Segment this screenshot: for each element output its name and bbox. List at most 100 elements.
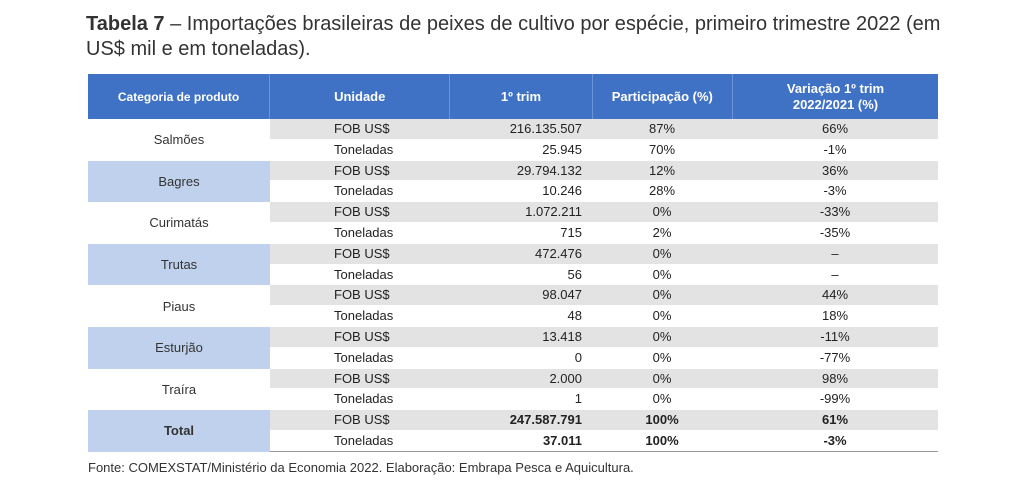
value-cell: 29.794.132: [516, 162, 582, 178]
value-cell: 216.135.507: [509, 121, 582, 136]
change-cell: 36%: [821, 162, 849, 178]
category-cell: Esturjão: [88, 326, 270, 369]
unit-cell: FOB US$: [334, 162, 390, 178]
header-participacao: Participação (%): [593, 74, 733, 119]
table-row: FOB US$ 2.000 0% 98%: [270, 368, 938, 390]
category-cell: Traíra: [161, 381, 197, 397]
value-cell: 25.945: [542, 141, 582, 157]
unit-cell: Toneladas: [334, 183, 394, 199]
share-cell: 0%: [652, 287, 672, 303]
change-cell: 18%: [821, 308, 849, 324]
unit-cell: FOB US$: [334, 370, 390, 386]
table-row: FOB US$ 29.794.132 12% 36%: [270, 160, 938, 182]
header-unidade: Unidade: [270, 74, 451, 119]
unit-cell: FOB US$: [334, 245, 390, 261]
table-row: Toneladas 37.011 100% -3%: [270, 431, 938, 452]
table-row: FOB US$ 247.587.791 100% 61%: [270, 410, 938, 431]
value-cell: 98.047: [542, 287, 582, 303]
unit-cell: Toneladas: [334, 224, 394, 240]
change-cell: 44%: [821, 287, 849, 303]
share-cell: 0%: [652, 370, 672, 386]
group-rows: FOB US$ 472.476 0% – Toneladas 56 0% –: [270, 243, 938, 286]
imports-table: Categoria de produto Unidade 1º trim Par…: [88, 74, 938, 452]
value-cell: 472.476: [535, 245, 582, 261]
change-cell: -3%: [823, 432, 847, 448]
share-cell: 0%: [652, 245, 672, 261]
share-cell: 2%: [652, 224, 672, 240]
group-rows: FOB US$ 1.072.211 0% -33% Toneladas 715 2% -35%: [270, 202, 938, 244]
table-row: FOB US$ 472.476 0% –: [270, 243, 938, 265]
unit-cell: Toneladas: [334, 308, 394, 324]
value-cell: 715: [560, 224, 582, 240]
table-row: Toneladas 56 0% –: [270, 265, 938, 286]
table-group: Esturjão FOB US$ 13.418 0% -11% Toneladas 0 0% -…: [88, 326, 938, 369]
change-cell: -33%: [819, 204, 851, 220]
change-cell: -1%: [823, 141, 847, 157]
change-cell: -99%: [819, 391, 851, 407]
table-row: Toneladas 25.945 70% -1%: [270, 140, 938, 161]
table-group: Trutas FOB US$ 472.476 0% – Toneladas 56 0% –: [88, 243, 938, 286]
header-variacao: Variação 1º trim 2022/2021 (%): [786, 80, 885, 112]
table-title: Tabela 7 – Importações brasileiras de pe…: [86, 12, 956, 62]
table-row: Toneladas 48 0% 18%: [270, 306, 938, 327]
change-cell: 66%: [821, 121, 849, 136]
change-cell: –: [831, 266, 839, 282]
group-rows: FOB US$ 216.135.507 87% 66% Toneladas 25.945 7…: [270, 119, 938, 161]
share-cell: 28%: [648, 183, 676, 199]
unit-cell: FOB US$: [334, 121, 390, 136]
table-row: Toneladas 1 0% -99%: [270, 389, 938, 411]
table-group: Piaus FOB US$ 98.047 0% 44% Toneladas 48 0% 18%: [88, 285, 938, 327]
value-cell: 247.587.791: [509, 412, 582, 428]
category-cell: Trutas: [88, 243, 270, 286]
unit-cell: FOB US$: [334, 204, 390, 220]
change-cell: -35%: [819, 224, 851, 240]
table-group: Bagres FOB US$ 29.794.132 12% 36% Toneladas 10…: [88, 160, 938, 203]
change-cell: -11%: [820, 328, 850, 344]
category-cell: Piaus: [162, 298, 196, 314]
value-cell: 13.418: [542, 328, 582, 344]
change-cell: -3%: [823, 183, 847, 199]
unit-cell: FOB US$: [334, 328, 390, 344]
unit-cell: FOB US$: [334, 412, 390, 428]
group-rows: FOB US$ 98.047 0% 44% Toneladas 48 0% 18%: [270, 285, 938, 327]
value-cell: 37.011: [542, 432, 582, 448]
value-cell: 10.246: [542, 183, 582, 199]
share-cell: 70%: [648, 141, 676, 157]
table-group: Total FOB US$ 247.587.791 100% 61% Toneladas 3…: [88, 410, 938, 452]
source-note: Fonte: COMEXSTAT/Ministério da Economia …: [88, 460, 634, 475]
share-cell: 0%: [652, 391, 672, 407]
group-rows: FOB US$ 2.000 0% 98% Toneladas 1 0% -99%: [270, 368, 938, 411]
unit-cell: Toneladas: [334, 266, 394, 282]
value-cell: 56: [567, 266, 582, 282]
table-header: Categoria de produto Unidade 1º trim Par…: [88, 74, 938, 119]
unit-cell: FOB US$: [334, 287, 390, 303]
category-cell: Bagres: [88, 160, 270, 203]
category-cell: Curimatás: [149, 215, 209, 231]
group-rows: FOB US$ 29.794.132 12% 36% Toneladas 10.246 28…: [270, 160, 938, 203]
category-cell: Total: [88, 410, 270, 452]
share-cell: 100%: [645, 412, 679, 428]
header-trim: 1º trim: [450, 74, 593, 119]
share-cell: 87%: [648, 121, 676, 136]
change-cell: -77%: [819, 349, 851, 365]
share-cell: 100%: [645, 432, 679, 448]
change-cell: 98%: [821, 370, 849, 386]
share-cell: 0%: [652, 349, 672, 365]
table-row: FOB US$ 13.418 0% -11%: [270, 326, 938, 348]
unit-cell: Toneladas: [334, 432, 394, 448]
table-group: Traíra FOB US$ 2.000 0% 98% Toneladas 1 0% -99%: [88, 368, 938, 411]
table-group: Salmões FOB US$ 216.135.507 87% 66% Toneladas…: [88, 119, 938, 161]
share-cell: 0%: [652, 204, 672, 220]
share-cell: 0%: [652, 266, 672, 282]
table-group: Curimatás FOB US$ 1.072.211 0% -33% Toneladas…: [88, 202, 938, 244]
value-cell: 1: [574, 391, 582, 407]
value-cell: 1.072.211: [525, 204, 582, 220]
value-cell: 0: [574, 349, 582, 365]
table-row: FOB US$ 216.135.507 87% 66%: [270, 119, 938, 140]
change-cell: 61%: [821, 412, 849, 428]
table-title-label: Tabela 7: [86, 13, 165, 35]
group-rows: FOB US$ 247.587.791 100% 61% Toneladas 37.011…: [270, 410, 938, 452]
share-cell: 0%: [652, 328, 672, 344]
table-row: FOB US$ 1.072.211 0% -33%: [270, 202, 938, 223]
header-categoria: Categoria de produto: [88, 74, 271, 119]
